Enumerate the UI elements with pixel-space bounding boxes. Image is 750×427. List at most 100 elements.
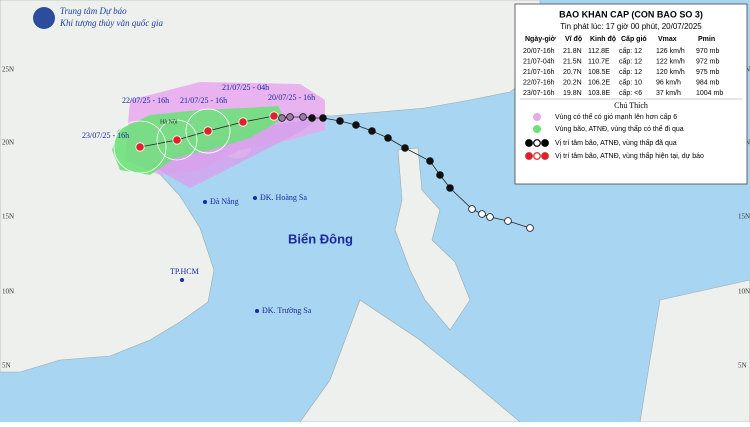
forecast-position <box>238 117 248 127</box>
past-position <box>468 205 476 213</box>
bulletin-table: Ngày-giờ Vĩ độ Kinh độ Cấp gió Vmax Pmin 20/07… <box>523 35 723 97</box>
place-dot <box>203 200 207 204</box>
table-cell: 108.5E <box>588 69 611 76</box>
track-label: 20/07/25 - 16h <box>268 93 315 102</box>
table-cell: 21/07-04h <box>523 58 555 65</box>
legend-symbol <box>541 139 549 147</box>
place-dot <box>255 309 259 313</box>
lat-label-left: 15N <box>2 213 14 221</box>
table-cell: 984 mb <box>696 79 719 86</box>
legend-label: Vị trí tâm bão, ATNĐ, vùng thấp hiện tại… <box>555 151 704 160</box>
lat-label-right: 15N <box>738 213 750 221</box>
legend-symbol <box>525 139 533 147</box>
place-dot <box>180 278 184 282</box>
table-cell: 23/07-16h <box>523 90 555 97</box>
lat-label-right: 5N <box>738 362 747 370</box>
org-subname: Khí tượng thủy văn quốc gia <box>59 18 163 28</box>
table-header: Kinh độ <box>590 36 616 43</box>
legend-label: Vùng có thể có gió mạnh lên hơn cấp 6 <box>555 112 677 121</box>
place-label: Hà Nội <box>160 119 178 125</box>
lat-label-left: 5N <box>2 362 11 370</box>
table-cell: 21/07-16h <box>523 69 555 76</box>
table-cell: cấp: 10 <box>619 77 642 86</box>
past-position <box>352 121 360 129</box>
philippines <box>394 147 471 331</box>
logo <box>33 7 55 29</box>
legend-label: Vùng bão, ATNĐ, vùng thấp có thể đi qua <box>555 124 684 133</box>
table-header: Ngày-giờ <box>525 36 556 43</box>
place-dot <box>253 196 257 200</box>
past-position <box>368 127 376 135</box>
legend-symbol <box>541 152 549 160</box>
strong-wind-area-south <box>150 118 320 188</box>
table-cell: 20.2N <box>563 79 582 86</box>
table-cell: cấp: 12 <box>619 46 642 55</box>
table-cell: 22/07-16h <box>523 79 555 86</box>
table-cell: 20/07-16h <box>523 48 555 55</box>
past-position <box>526 224 534 232</box>
forecast-radius <box>156 119 198 161</box>
table-cell: 972 mb <box>696 58 719 65</box>
bulletin-issued: Tin phát lúc: 17 giờ 00 phút, 20/07/2025 <box>560 22 702 31</box>
table-cell: cấp: <6 <box>619 88 642 97</box>
past-position <box>446 184 454 192</box>
table-header: Vmax <box>658 36 677 43</box>
table-cell: 37 km/h <box>656 90 681 97</box>
table-cell: 110.7E <box>588 58 610 65</box>
lat-label-left: 25N <box>2 66 14 74</box>
legend: Vùng có thể có gió mạnh lên hơn cấp 6 Vùn… <box>525 112 704 160</box>
table-cell: 20.7N <box>563 69 582 76</box>
table-cell: 103.8E <box>588 90 611 97</box>
table-header: Cấp gió <box>621 35 647 43</box>
past-position <box>384 134 392 142</box>
bulletin-box <box>514 3 748 185</box>
table-cell: 96 km/h <box>656 79 681 86</box>
table-cell: 19.8N <box>563 90 582 97</box>
bulletin-title: BAO KHAN CAP (CON BAO SO 3) <box>559 9 703 19</box>
past-position <box>336 117 344 125</box>
map-labels: 22/07/25 - 16h 21/07/25 - 16h 21/07/25 - 0… <box>82 83 353 315</box>
table-header: Vĩ độ <box>565 36 582 43</box>
lat-label-left: 10N <box>2 288 14 296</box>
place-label: ĐK. Trường Sa <box>262 306 312 315</box>
table-cell: 1004 mb <box>696 90 723 97</box>
past-position <box>486 213 494 221</box>
track-label: 21/07/25 - 16h <box>180 96 227 105</box>
legend-symbol <box>533 139 541 147</box>
table-cell: 21.8N <box>563 48 582 55</box>
track-label: 21/07/25 - 04h <box>222 83 269 92</box>
legend-swatch <box>533 125 541 133</box>
forecast-position <box>135 142 145 152</box>
place-label: Đà Nẵng <box>210 197 239 206</box>
past-position <box>319 114 327 122</box>
past-position <box>426 157 434 165</box>
table-cell: cấp: 12 <box>619 56 642 65</box>
table-header: Pmin <box>698 36 715 43</box>
table-cell: 126 km/h <box>656 48 685 55</box>
table-cell: 122 km/h <box>656 58 685 65</box>
org-name: Trung tâm Dự báo <box>60 6 127 16</box>
past-position <box>478 210 486 218</box>
place-label: Biển Đông <box>288 231 353 246</box>
forecast-position <box>203 126 213 136</box>
table-cell: cấp: 12 <box>619 67 642 76</box>
table-cell: 112.8E <box>588 48 610 55</box>
place-label: TP.HCM <box>170 267 199 276</box>
track-label: 23/07/25 - 16h <box>82 131 129 140</box>
past-position <box>286 113 294 121</box>
forecast-radius <box>185 108 231 154</box>
legend-swatch <box>533 113 541 121</box>
forecast-position <box>172 135 182 145</box>
past-position <box>436 171 444 179</box>
place-label: ĐK. Hoàng Sa <box>260 193 307 202</box>
legend-symbol <box>533 152 541 160</box>
legend-symbol <box>525 152 533 160</box>
table-cell: 970 mb <box>696 48 719 55</box>
past-position <box>299 113 307 121</box>
table-cell: 975 mb <box>696 69 719 76</box>
forecast-position <box>269 111 279 121</box>
lat-label-left: 20N <box>2 139 14 147</box>
past-position <box>278 114 286 122</box>
table-cell: 120 km/h <box>656 69 685 76</box>
